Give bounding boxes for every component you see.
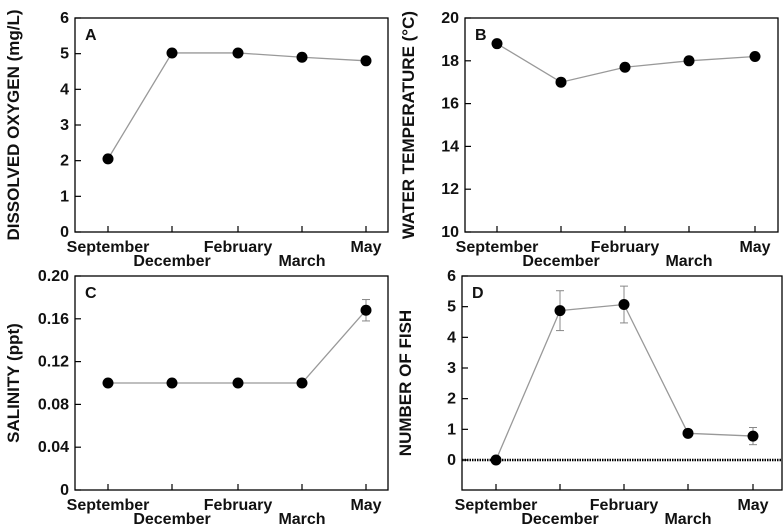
y-tick-label: 12 — [441, 181, 459, 198]
x-tick-label: May — [350, 497, 381, 514]
data-point — [102, 377, 114, 389]
panel-label: A — [85, 27, 97, 44]
series-line — [495, 303, 754, 461]
y-tick-label: 3 — [60, 117, 69, 134]
x-tick-label: May — [350, 239, 381, 256]
plot-frame — [74, 275, 389, 491]
y-tick-label: 2 — [60, 153, 69, 170]
x-tick-label: March — [278, 253, 325, 270]
y-tick-label: 0.12 — [38, 354, 69, 371]
y-tick-label: 20 — [441, 10, 459, 27]
plot-frame — [74, 17, 389, 233]
y-tick-label: 1 — [60, 188, 69, 205]
y-tick-label: 0.20 — [38, 268, 69, 285]
y-tick-label: 6 — [60, 10, 69, 27]
data-point — [360, 55, 372, 67]
data-point — [619, 61, 631, 73]
y-tick-label: 14 — [441, 138, 459, 155]
data-point — [232, 47, 244, 59]
y-tick-label: 1 — [447, 421, 456, 438]
y-tick-label: 0.16 — [38, 311, 69, 328]
chart-panel-b: B 10 12 14 16 18 20 WATER TEMPERATURE (°C) Septe… — [399, 10, 779, 270]
y-tick-label: 2 — [447, 391, 456, 408]
series-line — [108, 309, 367, 384]
x-tick-label: February — [591, 239, 660, 256]
data-point — [102, 153, 114, 165]
data-point — [618, 299, 630, 311]
chart-panel-d: D 0 1 2 3 4 5 6 NUMBER OF FISH SeptemberDecemberF… — [396, 268, 783, 527]
x-tick-label: February — [590, 497, 659, 514]
plot-frame — [464, 17, 779, 233]
x-tick-label: December — [522, 253, 599, 270]
data-point — [682, 427, 694, 439]
x-tick-label: March — [664, 511, 711, 527]
data-point — [296, 51, 308, 63]
y-tick-label: 5 — [60, 46, 69, 63]
data-point — [555, 76, 567, 88]
data-point — [491, 38, 503, 50]
panel-label: C — [85, 285, 97, 302]
x-tick-label: March — [278, 511, 325, 527]
y-tick-label: 0.08 — [38, 396, 69, 413]
x-tick-label: March — [665, 253, 712, 270]
y-axis-label: NUMBER OF FISH — [396, 310, 415, 456]
y-tick-label: 0 — [447, 452, 456, 469]
data-point — [747, 430, 759, 442]
y-tick-label: 3 — [447, 360, 456, 377]
x-tick-label: February — [204, 497, 273, 514]
plot-frame — [461, 275, 783, 491]
data-point — [683, 55, 695, 67]
y-tick-label: 0 — [60, 224, 69, 241]
panel-label: B — [475, 27, 487, 44]
y-axis-label: SALINITY (ppt) — [4, 323, 23, 443]
chart-panel-c: C 0 0.04 0.08 0.12 0.16 0.20 SALINITY (ppt) Sept… — [4, 268, 389, 527]
chart-panel-a: A 0 1 2 3 4 5 6 DISSOLVED OXYGEN (mg/L) September… — [4, 9, 389, 270]
x-tick-label: September — [455, 497, 538, 514]
data-point — [749, 51, 761, 63]
data-point — [296, 377, 308, 389]
y-axis-label: WATER TEMPERATURE (°C) — [399, 11, 418, 239]
data-point — [360, 304, 372, 316]
data-point — [232, 377, 244, 389]
y-tick-label: 6 — [447, 268, 456, 285]
x-tick-label: September — [67, 497, 150, 514]
x-tick-label: September — [456, 239, 539, 256]
y-tick-label: 5 — [447, 299, 456, 316]
data-point — [166, 377, 178, 389]
data-point — [490, 454, 502, 466]
y-tick-label: 4 — [60, 81, 69, 98]
x-tick-label: December — [133, 511, 210, 527]
x-tick-label: May — [737, 497, 768, 514]
data-point — [554, 305, 566, 317]
y-tick-label: 18 — [441, 53, 459, 70]
x-tick-label: February — [204, 239, 273, 256]
y-tick-label: 0.04 — [38, 439, 69, 456]
x-tick-label: September — [67, 239, 150, 256]
x-tick-label: December — [133, 253, 210, 270]
series-line — [107, 52, 367, 160]
x-tick-label: December — [521, 511, 598, 527]
y-tick-label: 0 — [60, 482, 69, 499]
data-point — [166, 47, 178, 59]
y-tick-label: 4 — [447, 329, 456, 346]
x-tick-label: May — [739, 239, 770, 256]
panel-label: D — [472, 285, 484, 302]
y-tick-label: 16 — [441, 96, 459, 113]
y-tick-label: 10 — [441, 224, 459, 241]
y-axis-label: DISSOLVED OXYGEN (mg/L) — [4, 9, 23, 240]
